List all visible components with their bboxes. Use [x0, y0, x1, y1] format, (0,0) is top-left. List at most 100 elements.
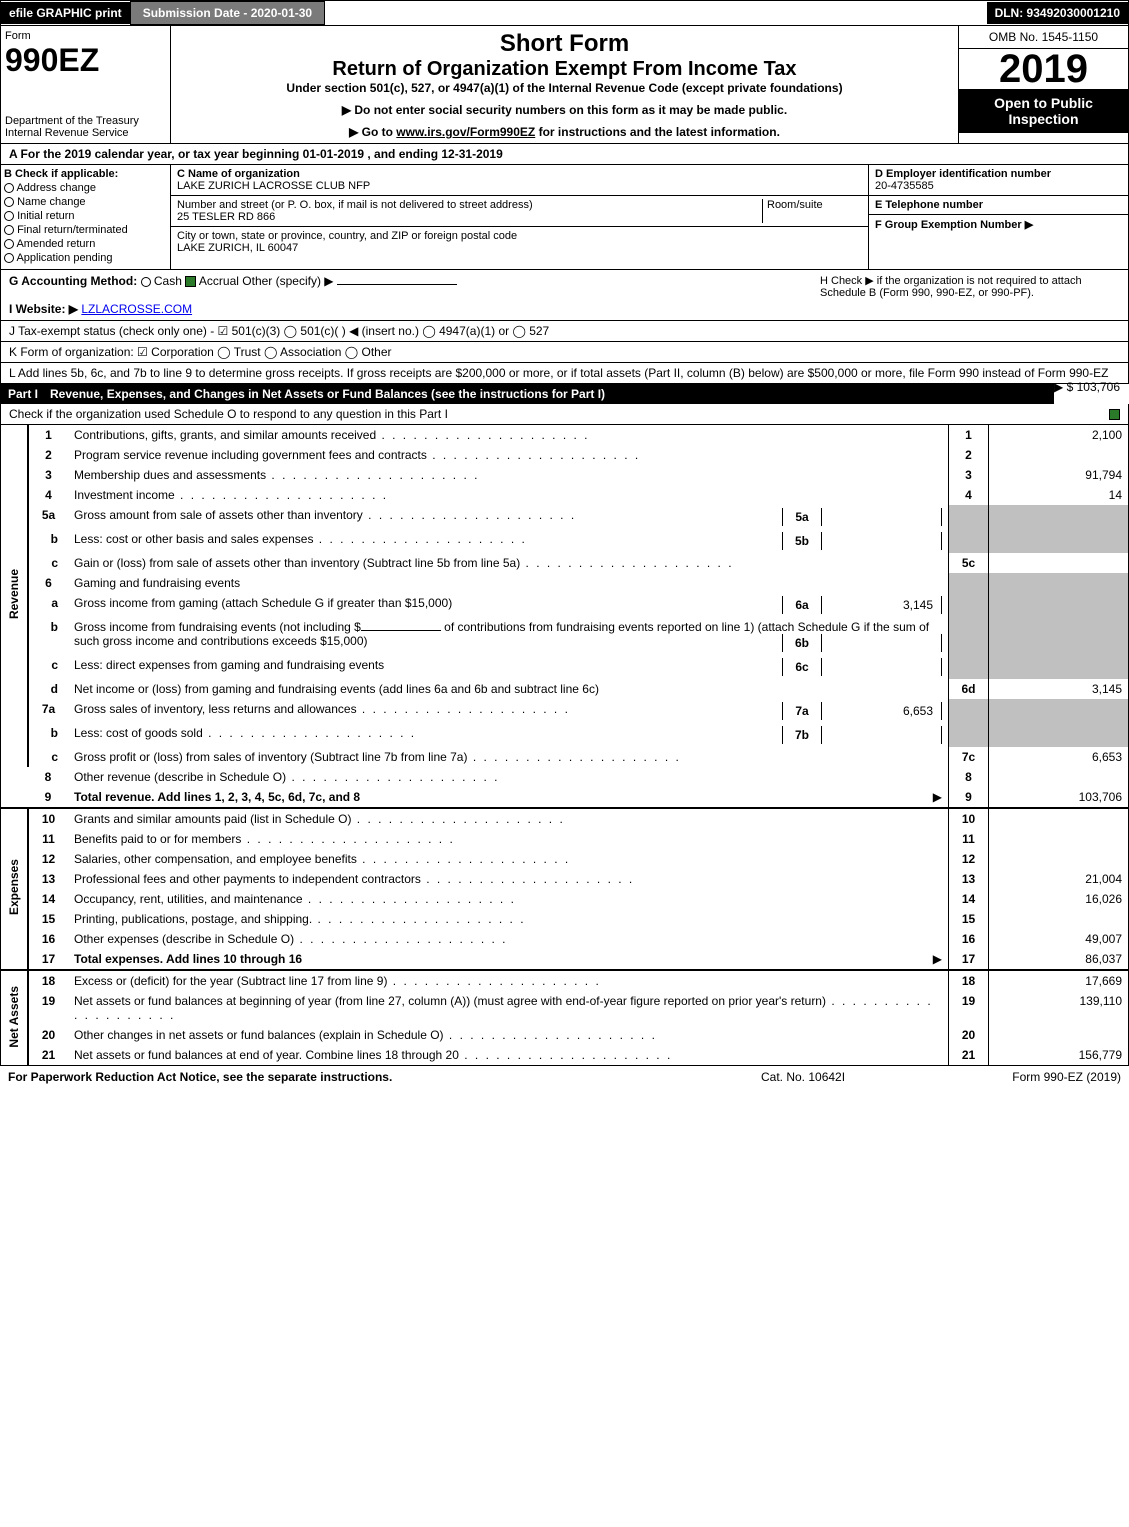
r7b-d: Less: cost of goods sold	[74, 726, 416, 740]
r8-n: 8	[28, 767, 68, 787]
r3-ln: 3	[949, 465, 989, 485]
r8-amt	[989, 767, 1129, 787]
r5b-d: Less: cost or other basis and sales expe…	[74, 532, 527, 546]
r10-ln: 10	[949, 808, 989, 829]
netassets-label: Net Assets	[7, 986, 21, 1048]
footer-left: For Paperwork Reduction Act Notice, see …	[8, 1070, 761, 1084]
line-l-text: L Add lines 5b, 6c, and 7b to line 9 to …	[9, 366, 1108, 380]
r1-n: 1	[28, 425, 68, 445]
note-link: ▶ Go to www.irs.gov/Form990EZ for instru…	[179, 125, 950, 139]
r16-amt: 49,007	[989, 929, 1129, 949]
r5c-ln: 5c	[949, 553, 989, 573]
r1-d: Contributions, gifts, grants, and simila…	[68, 425, 949, 445]
r5b-n: b	[28, 529, 68, 553]
section-g: G Accounting Method: Cash Accrual Other …	[0, 270, 1129, 321]
part1-check-text: Check if the organization used Schedule …	[9, 407, 448, 421]
expenses-label: Expenses	[7, 859, 21, 915]
r6-n: 6	[28, 573, 68, 593]
r13-n: 13	[28, 869, 68, 889]
footer-mid: Cat. No. 10642I	[761, 1070, 941, 1084]
r20-d: Other changes in net assets or fund bala…	[68, 1025, 949, 1045]
g-accrual: Accrual	[199, 274, 239, 288]
r5c-d: Gain or (loss) from sale of assets other…	[68, 553, 949, 573]
r19-d: Net assets or fund balances at beginning…	[68, 991, 949, 1025]
r11-d: Benefits paid to or for members	[68, 829, 949, 849]
col-c: C Name of organization LAKE ZURICH LACRO…	[171, 165, 868, 269]
note-ssn: ▶ Do not enter social security numbers o…	[179, 103, 950, 117]
r15-n: 15	[28, 909, 68, 929]
title-short-form: Short Form	[179, 30, 950, 58]
r7a-n: 7a	[28, 699, 68, 723]
subtitle: Under section 501(c), 527, or 4947(a)(1)…	[179, 81, 950, 95]
note-post: for instructions and the latest informat…	[535, 125, 780, 139]
r15-d: Printing, publications, postage, and shi…	[68, 909, 949, 929]
r10-n: 10	[28, 808, 68, 829]
efile-label[interactable]: efile GRAPHIC print	[1, 2, 130, 24]
r7a-d: Gross sales of inventory, less returns a…	[74, 702, 570, 716]
line-l: L Add lines 5b, 6c, and 7b to line 9 to …	[0, 363, 1129, 384]
dln: DLN: 93492030001210	[987, 2, 1128, 24]
col-b: B Check if applicable: Address change Na…	[1, 165, 171, 269]
g-label: G Accounting Method:	[9, 274, 137, 288]
line-a: A For the 2019 calendar year, or tax yea…	[0, 144, 1129, 165]
top-bar: efile GRAPHIC print Submission Date - 20…	[0, 0, 1129, 26]
r13-amt: 21,004	[989, 869, 1129, 889]
r5b-mn: 5b	[782, 532, 822, 550]
r6c-mn: 6c	[782, 658, 822, 676]
r21-ln: 21	[949, 1045, 989, 1066]
title-return: Return of Organization Exempt From Incom…	[179, 58, 950, 81]
e-label: E Telephone number	[875, 199, 1122, 211]
tax-year: 2019	[959, 49, 1128, 89]
room-suite: Room/suite	[762, 199, 862, 223]
r17-amt: 86,037	[989, 949, 1129, 970]
r18-amt: 17,669	[989, 970, 1129, 991]
r19-amt: 139,110	[989, 991, 1129, 1025]
cb-final: Final return/terminated	[17, 224, 128, 236]
website-link[interactable]: LZLACROSSE.COM	[81, 302, 192, 316]
info-grid: B Check if applicable: Address change Na…	[0, 165, 1129, 270]
r12-d: Salaries, other compensation, and employ…	[68, 849, 949, 869]
f-label: F Group Exemption Number ▶	[875, 218, 1122, 231]
r3-n: 3	[28, 465, 68, 485]
c-street-label: Number and street (or P. O. box, if mail…	[177, 199, 762, 211]
footer-right: Form 990-EZ (2019)	[941, 1070, 1121, 1084]
r14-n: 14	[28, 889, 68, 909]
r7c-d: Gross profit or (loss) from sales of inv…	[68, 747, 949, 767]
r20-ln: 20	[949, 1025, 989, 1045]
part1-check: Check if the organization used Schedule …	[0, 404, 1129, 425]
r1-amt: 2,100	[989, 425, 1129, 445]
r5a-n: 5a	[28, 505, 68, 529]
r7c-n: c	[28, 747, 68, 767]
r7b-mn: 7b	[782, 726, 822, 744]
irs-link[interactable]: www.irs.gov/Form990EZ	[396, 125, 535, 139]
r6d-d: Net income or (loss) from gaming and fun…	[68, 679, 949, 699]
r4-n: 4	[28, 485, 68, 505]
r5a-mn: 5a	[782, 508, 822, 526]
r13-d: Professional fees and other payments to …	[68, 869, 949, 889]
r12-ln: 12	[949, 849, 989, 869]
r9-ln: 9	[949, 787, 989, 808]
r20-n: 20	[28, 1025, 68, 1045]
footer: For Paperwork Reduction Act Notice, see …	[0, 1066, 1129, 1088]
r7c-ln: 7c	[949, 747, 989, 767]
form-number: 990EZ	[5, 42, 166, 79]
r6c-d: Less: direct expenses from gaming and fu…	[74, 658, 384, 672]
line-j: J Tax-exempt status (check only one) - ☑…	[0, 321, 1129, 342]
r11-ln: 11	[949, 829, 989, 849]
r2-d: Program service revenue including govern…	[68, 445, 949, 465]
r6b-n: b	[28, 617, 68, 655]
r14-amt: 16,026	[989, 889, 1129, 909]
r10-d: Grants and similar amounts paid (list in…	[68, 808, 949, 829]
col-d: D Employer identification number 20-4735…	[868, 165, 1128, 269]
r17-n: 17	[28, 949, 68, 970]
r14-d: Occupancy, rent, utilities, and maintena…	[68, 889, 949, 909]
r18-n: 18	[28, 970, 68, 991]
r21-amt: 156,779	[989, 1045, 1129, 1066]
r6d-n: d	[28, 679, 68, 699]
r11-n: 11	[28, 829, 68, 849]
r4-ln: 4	[949, 485, 989, 505]
revenue-table: Revenue 1Contributions, gifts, grants, a…	[0, 425, 1129, 1066]
r6-d: Gaming and fundraising events	[68, 573, 949, 593]
r16-n: 16	[28, 929, 68, 949]
line-l-amount: ▶ $ 103,706	[1054, 380, 1120, 394]
